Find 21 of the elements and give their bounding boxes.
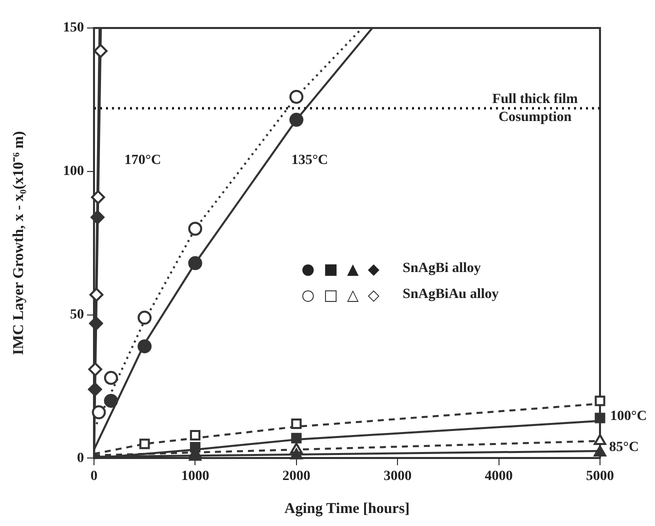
x-tick-label: 1000 — [181, 469, 210, 484]
annotation: ● ■ ▲ ◆ — [301, 260, 382, 278]
ref-line-label: Full thick film Cosumption — [492, 92, 578, 125]
annotation: 170°C — [124, 153, 162, 170]
y-tick-label: 50 — [70, 307, 84, 322]
annotation: 135°C — [291, 153, 328, 170]
x-tick-label: 5000 — [586, 469, 614, 484]
annotation: SnAgBiAu alloy — [402, 286, 499, 303]
x-tick-label: 4000 — [484, 469, 513, 484]
y-tick-label: 150 — [63, 20, 84, 36]
y-axis-title: IMC Layer Growth, x - x₀(x10⁻⁶ m) — [10, 131, 27, 356]
y-tick-label: 100 — [63, 164, 84, 180]
text: 100°C — [610, 409, 647, 426]
x-tick-label: 3000 — [384, 469, 412, 484]
x-tick-label: 2000 — [282, 469, 310, 484]
text: 85°C — [609, 440, 639, 456]
annotation: ○ □ △ ◇ — [301, 286, 382, 304]
y-tick-label: 0 — [77, 450, 84, 466]
x-tick-label: 0 — [90, 469, 98, 484]
x-axis-title: Aging Time [hours] — [284, 500, 410, 517]
annotation: SnAgBi alloy — [402, 260, 481, 277]
